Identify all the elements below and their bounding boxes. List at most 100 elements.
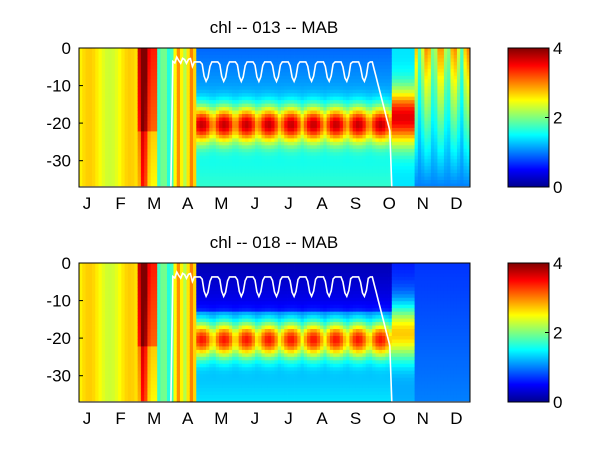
heatmap-cell [372, 96, 376, 101]
heatmap-cell [82, 301, 86, 306]
heatmap-cell [447, 180, 451, 184]
heatmap-cell [140, 68, 145, 73]
heatmap-cell [333, 169, 337, 174]
heatmap-cell [434, 155, 438, 160]
heatmap-cell [92, 124, 96, 129]
heatmap-cell [411, 162, 416, 167]
heatmap-cell [365, 120, 370, 125]
heatmap-cell [375, 54, 380, 59]
heatmap-cell [163, 68, 168, 73]
heatmap-cell [261, 134, 266, 139]
heatmap-cell [254, 114, 259, 118]
heatmap-cell [79, 263, 83, 267]
heatmap-cell [186, 166, 191, 171]
heatmap-cell [368, 75, 373, 80]
heatmap-cell [414, 169, 419, 174]
heatmap-cell [79, 356, 83, 361]
heatmap-cell [225, 86, 230, 91]
heatmap-cell [391, 79, 396, 84]
heatmap-cell [251, 162, 256, 167]
heatmap-cell [460, 72, 464, 77]
heatmap-cell [225, 103, 230, 108]
heatmap-cell [137, 48, 142, 52]
heatmap-cell [378, 124, 383, 129]
heatmap-cell [447, 82, 451, 87]
heatmap-cell [114, 138, 119, 143]
heatmap-cell [212, 162, 217, 167]
heatmap-cell [362, 148, 367, 153]
heatmap-cell [118, 120, 122, 125]
heatmap-cell [300, 75, 305, 80]
heatmap-cell [199, 58, 204, 63]
heatmap-cell [88, 301, 93, 306]
heatmap-cell [323, 75, 328, 80]
heatmap-cell [290, 61, 295, 66]
heatmap-cell [108, 72, 112, 77]
heatmap-cell [414, 131, 419, 136]
heatmap-cell [95, 152, 99, 157]
heatmap-cell [206, 58, 210, 63]
heatmap-cell [300, 79, 305, 84]
heatmap-cell [121, 152, 126, 157]
heatmap-cell [95, 79, 99, 84]
heatmap-cell [127, 86, 132, 91]
heatmap-cell [108, 166, 112, 171]
heatmap-cell [98, 166, 103, 171]
heatmap-cell [274, 162, 279, 167]
heatmap-cell [248, 86, 253, 91]
heatmap-cell [137, 61, 142, 66]
heatmap-cell [186, 86, 191, 91]
heatmap-cell [277, 114, 282, 118]
heatmap-cell [326, 124, 331, 129]
heatmap-cell [453, 82, 458, 87]
heatmap-cell [450, 169, 455, 174]
heatmap-cell [222, 103, 227, 108]
heatmap-cell [333, 120, 337, 125]
heatmap-cell [453, 93, 458, 98]
heatmap-cell [163, 145, 168, 150]
heatmap-cell [320, 159, 324, 164]
heatmap-cell [79, 339, 83, 344]
heatmap-cell [355, 141, 360, 146]
heatmap-cell [245, 183, 249, 188]
heatmap-cell [290, 117, 295, 122]
heatmap-cell [300, 61, 305, 66]
heatmap-cell [372, 61, 376, 66]
heatmap-cell [303, 173, 308, 177]
heatmap-cell [307, 100, 311, 105]
heatmap-cell [388, 89, 393, 94]
heatmap-cell [277, 61, 282, 66]
heatmap-cell [443, 54, 448, 59]
heatmap-cell [193, 169, 197, 174]
heatmap-cell [368, 148, 373, 153]
heatmap-cell [153, 120, 158, 125]
heatmap-cell [108, 155, 112, 160]
heatmap-cell [160, 152, 165, 157]
heatmap-cell [355, 155, 360, 160]
heatmap-cell [127, 169, 132, 174]
heatmap-cell [235, 75, 240, 80]
heatmap-cell [323, 166, 328, 171]
heatmap-cell [297, 152, 301, 157]
heatmap-cell [219, 86, 223, 91]
heatmap-cell [118, 89, 122, 94]
heatmap-cell [437, 89, 442, 94]
heatmap-cell [79, 353, 83, 358]
heatmap-cell [261, 155, 266, 160]
heatmap-cell [434, 107, 438, 111]
heatmap-cell [258, 127, 262, 132]
heatmap-cell [118, 183, 122, 188]
heatmap-cell [342, 65, 347, 70]
heatmap-cell [349, 51, 354, 56]
heatmap-cell [228, 134, 233, 139]
heatmap-cell [310, 65, 314, 70]
heatmap-cell [336, 152, 341, 157]
heatmap-cell [232, 79, 236, 84]
heatmap-cell [427, 176, 432, 181]
heatmap-cell [284, 58, 288, 63]
heatmap-cell [336, 54, 341, 59]
heatmap-cell [336, 93, 341, 98]
heatmap-cell [421, 124, 425, 129]
heatmap-cell [228, 107, 233, 111]
heatmap-cell [261, 103, 266, 108]
